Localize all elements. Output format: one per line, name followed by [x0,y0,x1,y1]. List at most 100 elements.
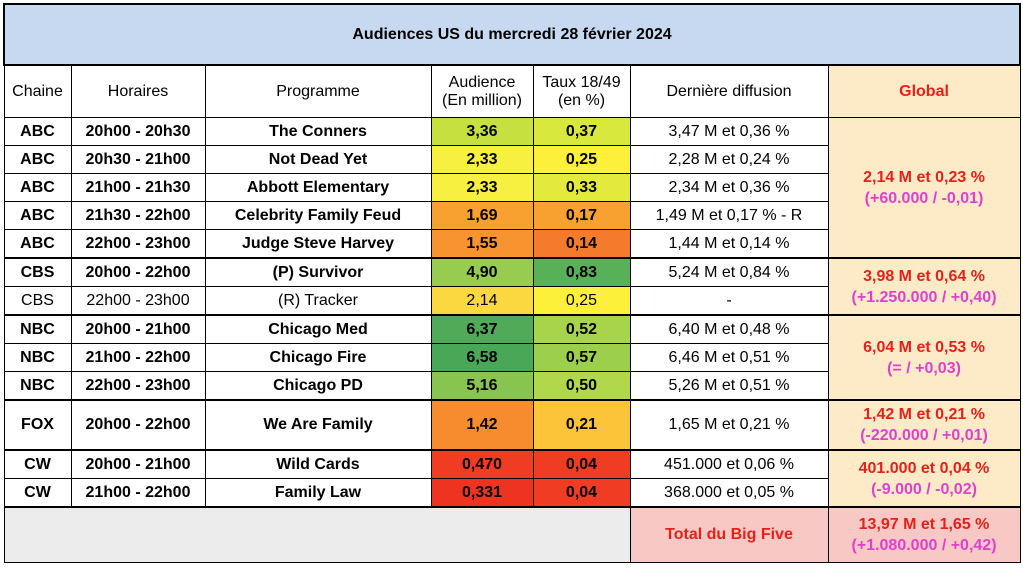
cell-audience: 1,69 [430,201,534,230]
global-nbc-delta: (= / +0,03) [887,359,961,377]
cell-derniere: 1,44 M et 0,14 % [629,229,829,259]
header-taux-line1: Taux 18/49 [542,73,621,91]
cell-derniere: 2,28 M et 0,24 % [629,145,829,174]
cell-taux: 0,17 [532,201,631,230]
global-cbs-delta: (+1.250.000 / +0,40) [851,288,997,306]
cell-programme: (P) Survivor [204,257,432,287]
cell-audience: 1,55 [430,229,534,259]
cell-taux: 0,04 [532,449,631,479]
header-derniere: Dernière diffusion [629,64,829,118]
header-taux: Taux 18/49 (en %) [532,64,631,118]
cell-horaires: 20h00 - 20h30 [70,117,206,146]
cell-taux: 0,37 [532,117,631,146]
cell-programme: Abbott Elementary [204,173,432,202]
global-cbs-value: 3,98 M et 0,64 % [863,267,985,285]
global-fox-value: 1,42 M et 0,21 % [863,406,985,423]
header-chaine: Chaine [3,64,72,118]
cell-audience: 5,16 [430,371,534,401]
cell-horaires: 22h00 - 23h00 [70,229,206,259]
global-nbc: 6,04 M et 0,53 % (= / +0,03) [827,314,1021,401]
cell-horaires: 21h30 - 22h00 [70,201,206,230]
cell-taux: 0,25 [532,145,631,174]
cell-derniere: 5,26 M et 0,51 % [629,371,829,401]
cell-taux: 0,14 [532,229,631,259]
cell-chaine: NBC [3,314,72,344]
cell-programme: Judge Steve Harvey [204,229,432,259]
total-empty-area [3,506,631,563]
cell-taux: 0,21 [532,399,631,451]
table-row: ABC 20h00 - 20h30 The Conners 3,36 0,37 3,47 … [3,117,1021,259]
cell-chaine: ABC [3,201,72,230]
audience-table: Audiences US du mercredi 28 février 2024… [2,3,1022,563]
total-value-line1: 13,97 M et 1,65 % [858,516,990,533]
global-abc-value: 2,14 M et 0,23 % [863,168,985,186]
cell-horaires: 22h00 - 23h00 [70,371,206,401]
cell-audience: 2,14 [430,286,534,316]
cell-horaires: 21h00 - 21h30 [70,173,206,202]
cell-taux: 0,33 [532,173,631,202]
cell-chaine: ABC [3,117,72,146]
cell-programme: Family Law [204,478,432,508]
cell-audience: 4,90 [430,257,534,287]
header-audience: Audience (En million) [430,64,534,118]
table-row: FOX 20h00 - 22h00 We Are Family 1,42 0,21 1,6… [3,399,1021,451]
table-row: CW 21h00 - 22h00 Family Law 0,331 0,04 368.00… [3,478,1020,508]
cell-audience: 0,470 [430,449,534,479]
total-label: Total du Big Five [629,506,829,563]
cell-horaires: 21h00 - 22h00 [70,478,206,508]
cell-horaires: 21h00 - 22h00 [70,343,206,372]
cell-chaine: NBC [3,371,72,401]
cell-derniere: 368.000 et 0,05 % [629,478,829,508]
cell-chaine: CBS [3,257,72,287]
cell-horaires: 22h00 - 23h00 [70,286,206,316]
table-row: ABC 22h00 - 23h00 Judge Steve Harvey 1,55 0,… [3,229,1020,259]
cell-taux: 0,83 [532,257,631,287]
cell-audience: 0,331 [430,478,534,508]
cell-derniere: 1,65 M et 0,21 % [629,399,829,451]
cell-audience: 2,33 [430,173,534,202]
table-row: ABC 21h30 - 22h00 Celebrity Family Feud 1,6… [3,201,1020,230]
cell-derniere: 1,49 M et 0,17 % - R [629,201,829,230]
cell-chaine: CW [3,478,72,508]
global-fox-delta: (-220.000 / +0,01) [860,427,988,444]
cell-audience: 6,58 [430,343,534,372]
cell-programme: Not Dead Yet [204,145,432,174]
cell-horaires: 20h30 - 21h00 [70,145,206,174]
cell-programme: We Are Family [204,399,432,451]
table-row: ABC 21h00 - 21h30 Abbott Elementary 2,33 0,3… [3,173,1020,202]
global-fox: 1,42 M et 0,21 % (-220.000 / +0,01) [827,399,1021,451]
cell-derniere: - [629,286,829,316]
cell-derniere: 6,40 M et 0,48 % [629,314,829,344]
cell-programme: (R) Tracker [204,286,432,316]
cell-horaires: 20h00 - 21h00 [70,449,206,479]
cell-horaires: 20h00 - 22h00 [70,257,206,287]
table-row: NBC 20h00 - 21h00 Chicago Med 6,37 0,52 6,40 … [3,314,1021,401]
cell-audience: 6,37 [430,314,534,344]
cell-programme: Wild Cards [204,449,432,479]
global-nbc-value: 6,04 M et 0,53 % [863,338,985,356]
cell-chaine: FOX [3,399,72,451]
cell-chaine: CW [3,449,72,479]
cell-programme: Celebrity Family Feud [204,201,432,230]
global-cw-value: 401.000 et 0,04 % [858,459,990,477]
total-value: 13,97 M et 1,65 % (+1.080.000 / +0,42) [827,506,1021,563]
cell-taux: 0,57 [532,343,631,372]
header-programme: Programme [204,64,432,118]
header-taux-line2: (en %) [557,91,606,109]
cell-audience: 3,36 [430,117,534,146]
cell-chaine: ABC [3,229,72,259]
header-audience-line2: (En million) [441,91,522,109]
cell-derniere: 451.000 et 0,06 % [629,449,829,479]
total-value-line2: (+1.080.000 / +0,42) [851,537,997,554]
cell-audience: 2,33 [430,145,534,174]
header-horaires: Horaires [70,64,206,118]
global-abc: 2,14 M et 0,23 % (+60.000 / -0,01) [827,117,1021,259]
header-audience-line1: Audience [448,73,516,91]
header-row: Chaine Horaires Programme Audience (En mi… [3,64,1021,118]
cell-programme: The Conners [204,117,432,146]
global-cbs: 3,98 M et 0,64 % (+1.250.000 / +0,40) [827,257,1021,316]
global-cw-delta: (-9.000 / -0,02) [871,480,977,498]
total-row: Total du Big Five 13,97 M et 1,65 % (+1.08… [3,506,1021,563]
table-row: CBS 20h00 - 22h00 (P) Survivor 4,90 0,83 5,24… [3,257,1021,316]
header-global: Global [827,64,1021,118]
